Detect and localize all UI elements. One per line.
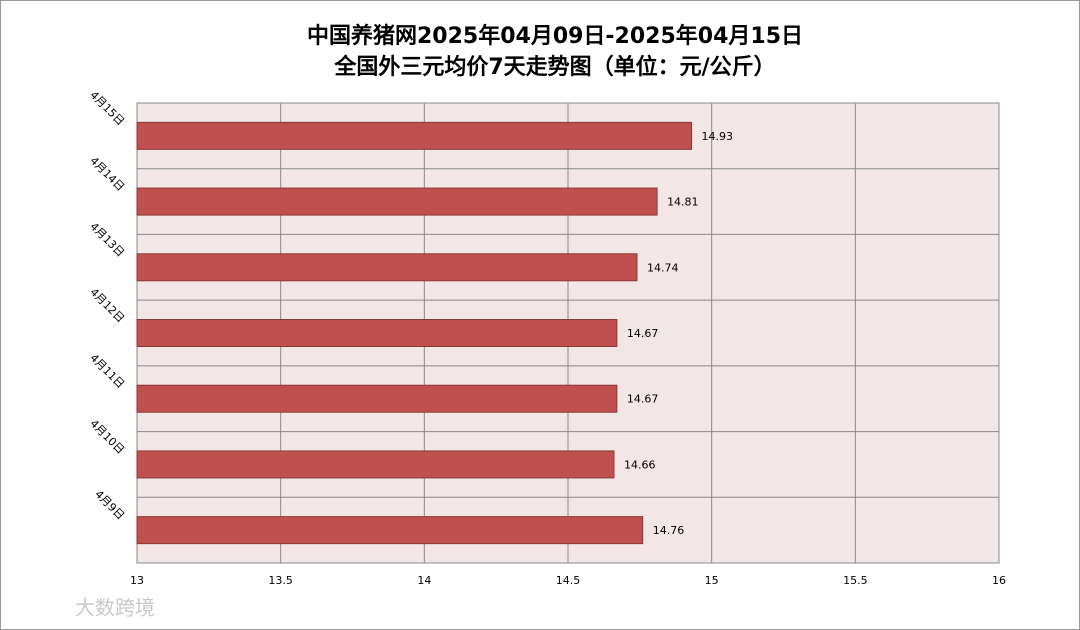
bar [136,121,693,150]
watermark: 大数跨境 [75,596,155,620]
value-label: 14.74 [647,261,679,274]
x-tick-label: 15 [705,574,719,587]
bar [136,253,638,282]
chart-title: 中国养猪网2025年04月09日-2025年04月15日 [307,23,803,49]
bar [136,384,618,413]
value-label: 14.76 [653,524,685,537]
x-tick-label: 13 [130,574,144,587]
x-tick-label: 15.5 [843,574,868,587]
x-tick-label: 16 [992,574,1006,587]
bar [136,516,644,545]
x-tick-label: 13.5 [268,574,293,587]
x-tick-label: 14 [417,574,431,587]
bar [136,450,615,479]
value-label: 14.81 [667,196,699,209]
value-label: 14.67 [627,393,659,406]
chart-subtitle: 全国外三元均价7天走势图（单位：元/公斤） [333,54,775,80]
value-label: 14.93 [702,130,734,143]
value-label: 14.66 [624,458,656,471]
bar [136,319,618,347]
bar [136,187,658,216]
x-tick-label: 14.5 [556,574,581,587]
value-label: 14.67 [627,327,659,340]
